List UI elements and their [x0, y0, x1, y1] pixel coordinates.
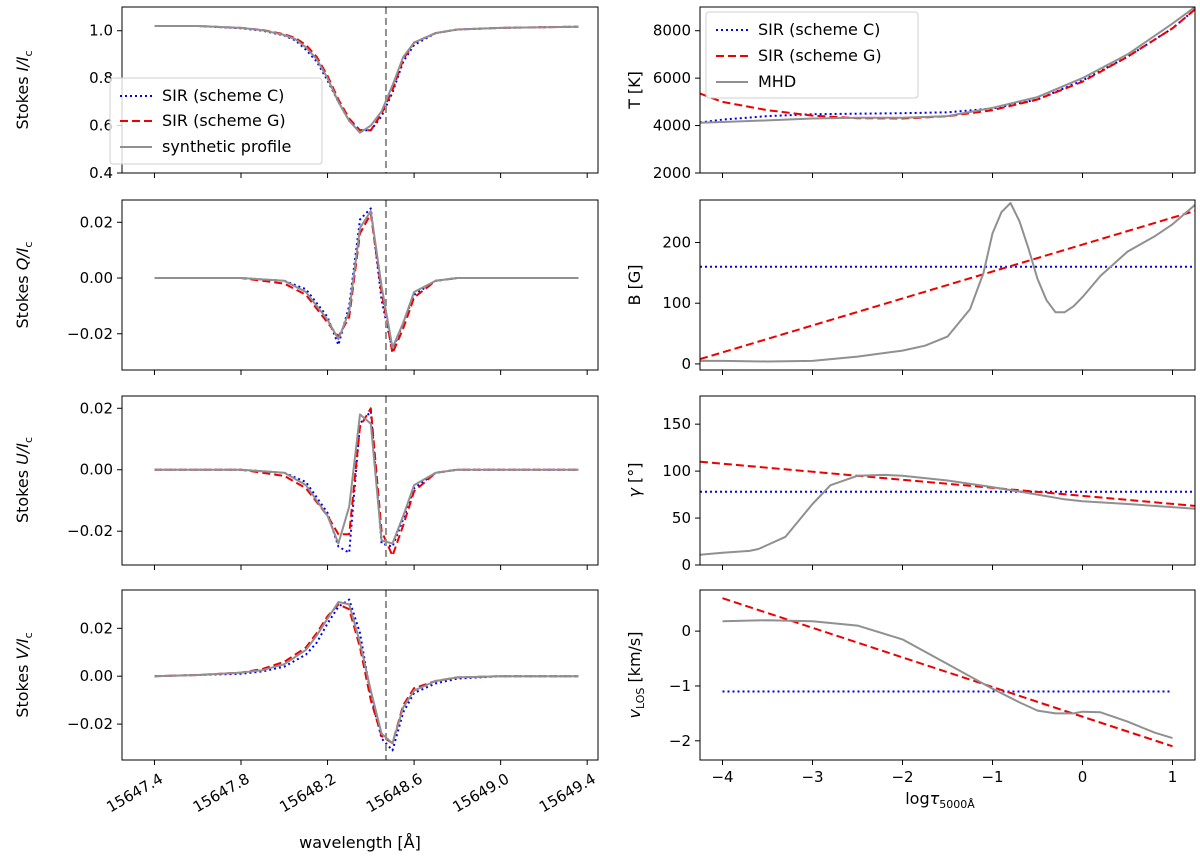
panel-stokes-v: Stokes V/Ic 15647.4 15647.8 15648.2 15648.6… [13, 589, 599, 817]
x-tick-label: −3 [801, 768, 823, 786]
x-tick-label: 15647.4 [103, 770, 166, 817]
y-tick-label: 0.4 [89, 164, 113, 182]
axes-frame [121, 589, 599, 761]
y-tick-label: 1.0 [89, 22, 113, 40]
axes-frame [121, 395, 599, 566]
panel-temperature: T [K] 2000 4000 6000 8000 [625, 6, 1196, 182]
ylabel-inclination: γ [°] [625, 462, 644, 497]
panel-inclination: γ [°] 0 50 100 150 [625, 395, 1196, 574]
legend-frame [109, 77, 323, 165]
ylabel-velocity: vLOS [km/s] [625, 631, 647, 718]
series-line-synthetic [700, 473, 1195, 556]
y-tick-label: 8000 [653, 22, 691, 40]
plot-area [700, 460, 1195, 556]
series-line-synthetic [700, 7, 1195, 124]
series-line-synthetic [154, 413, 579, 545]
panel-velocity: vLOS [km/s] −4 −3 −2 −1 0 1 −2 −1 0 [625, 589, 1196, 786]
y-tick-label: 0.00 [80, 461, 113, 479]
x-tick-label: −2 [891, 768, 913, 786]
ylabel-stokes-q: Stokes Q/Ic [13, 242, 35, 329]
ylabel-stokes-i: Stokes I/Ic [13, 50, 35, 129]
y-tick-label: 4000 [653, 117, 691, 135]
x-tick-label: 1 [1168, 768, 1178, 786]
legend-label-synthetic: synthetic profile [162, 137, 291, 156]
axes-frame [699, 6, 1196, 174]
y-tick-label: 2000 [653, 164, 691, 182]
x-tick-label: 0 [1078, 768, 1088, 786]
axes-frame [121, 199, 599, 371]
series-line-sir-g [154, 212, 579, 355]
x-tick-label: 15648.2 [276, 770, 339, 817]
panel-stokes-q: Stokes Q/Ic −0.02 0.00 0.02 [13, 199, 599, 375]
legend-right: SIR (scheme C) SIR (scheme G) MHD [705, 11, 919, 99]
y-tick-label: 6000 [653, 69, 691, 87]
series-line-sir-c [154, 410, 579, 554]
x-tick-label: 15649.4 [536, 770, 599, 817]
plot-area [154, 200, 579, 370]
y-tick-label: −1 [669, 677, 691, 695]
y-tick-label: 0 [681, 556, 691, 574]
y-tick-label: −0.02 [67, 715, 113, 733]
y-tick-label: 0 [681, 355, 691, 373]
plot-area [700, 202, 1195, 363]
y-tick-label: 0.02 [80, 399, 113, 417]
series-line-sir-g [700, 209, 1195, 361]
axes-frame [699, 395, 1196, 566]
series-line-sir-g [700, 460, 1195, 507]
y-tick-label: 0.6 [89, 117, 113, 135]
plot-area [154, 7, 579, 173]
x-tick-label: 15647.8 [190, 770, 253, 817]
y-tick-label: 0.00 [80, 269, 113, 287]
y-tick-label: −0.02 [67, 522, 113, 540]
legend-label-sir-c: SIR (scheme C) [758, 20, 880, 39]
series-line-synthetic [700, 202, 1195, 363]
y-tick-label: 150 [662, 415, 691, 433]
panel-stokes-u: Stokes U/Ic −0.02 0.00 0.02 [13, 395, 599, 570]
ylabel-field: B [G] [625, 265, 644, 306]
xlabel-optical-depth: logτ5000Å [905, 789, 975, 811]
y-tick-label: 0.02 [80, 619, 113, 637]
legend-left: SIR (scheme C) SIR (scheme G) synthetic … [109, 77, 323, 165]
series-line-sir-g [154, 407, 579, 557]
plot-area [700, 7, 1195, 124]
panel-stokes-i: Stokes I/Ic 0.4 0.6 0.8 1.0 [13, 6, 599, 182]
series-line-synthetic [722, 619, 1173, 740]
legend-label-sir-g: SIR (scheme G) [162, 111, 286, 130]
x-tick-label: 15649.0 [450, 770, 513, 817]
legend-label-mhd: MHD [758, 72, 796, 91]
y-tick-label: 200 [662, 234, 691, 252]
axes-frame [699, 589, 1196, 761]
legend-frame [705, 11, 919, 99]
axes-frame [699, 199, 1196, 371]
xlabel-wavelength: wavelength [Å] [299, 833, 421, 852]
y-tick-label: 0.02 [80, 213, 113, 231]
y-tick-label: 0.00 [80, 667, 113, 685]
plot-area [722, 597, 1173, 748]
y-tick-label: 0 [681, 622, 691, 640]
x-tick-label: −1 [981, 768, 1003, 786]
plot-area [154, 396, 579, 565]
x-tick-label: 15648.6 [363, 770, 426, 817]
series-line-synthetic [154, 25, 579, 134]
y-tick-label: −0.02 [67, 325, 113, 343]
ylabel-stokes-v: Stokes V/Ic [13, 632, 35, 717]
y-tick-label: 50 [672, 509, 691, 527]
ylabel-temperature: T [K] [625, 71, 644, 110]
series-line-synthetic [154, 601, 579, 745]
x-tick-label: −4 [711, 768, 733, 786]
y-tick-label: 100 [662, 462, 691, 480]
y-tick-label: 0.8 [89, 69, 113, 87]
y-tick-label: 100 [662, 294, 691, 312]
legend-label-sir-g: SIR (scheme G) [758, 46, 882, 65]
series-line-sir-c [154, 207, 579, 352]
plot-area [154, 590, 579, 760]
ylabel-stokes-u: Stokes U/Ic [13, 437, 35, 523]
series-line-synthetic [154, 210, 579, 349]
panel-field: B [G] 0 100 200 [625, 199, 1196, 375]
legend-label-sir-c: SIR (scheme C) [162, 86, 284, 105]
series-line-sir-c [154, 598, 579, 752]
series-line-sir-g [722, 597, 1173, 748]
y-tick-label: −2 [669, 732, 691, 750]
